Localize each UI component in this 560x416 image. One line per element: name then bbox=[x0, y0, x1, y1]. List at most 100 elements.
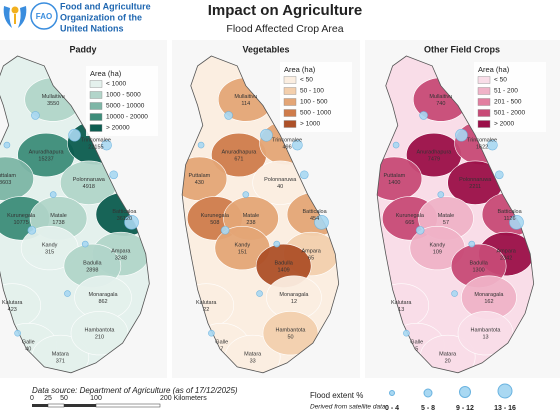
legend-swatch bbox=[89, 80, 103, 88]
flood-circle bbox=[68, 128, 81, 142]
flood-class: 9 - 12 bbox=[456, 405, 474, 412]
island-outline bbox=[376, 55, 535, 374]
district-value: 4918 bbox=[83, 184, 95, 190]
legend-label: < 1000 bbox=[106, 81, 126, 88]
flood-circle bbox=[468, 240, 476, 248]
district-name: Monaragala bbox=[279, 292, 309, 298]
legend-label: 5000 - 10000 bbox=[106, 103, 145, 110]
district-value: 8603 bbox=[0, 180, 11, 186]
district-value: 22155 bbox=[88, 145, 103, 151]
district-name: Mullaitivu bbox=[429, 94, 452, 100]
district-name: Batticaloa bbox=[112, 209, 137, 215]
legend-swatch bbox=[89, 102, 103, 110]
legend-label: < 50 bbox=[300, 77, 313, 84]
district-value: 454 bbox=[310, 216, 319, 222]
district-value: 2211 bbox=[469, 184, 481, 190]
map-title: Other Field Crops bbox=[424, 44, 500, 54]
legend-label: 500 - 1000 bbox=[300, 110, 331, 117]
legend-swatch bbox=[477, 109, 491, 117]
legend-label: 50 - 100 bbox=[300, 88, 324, 95]
district-value: 13 bbox=[398, 307, 404, 313]
flood-circle bbox=[392, 141, 400, 149]
org-name: United Nations bbox=[60, 23, 124, 33]
district-name: Badulla bbox=[469, 260, 488, 266]
legend-label: > 20000 bbox=[106, 125, 130, 132]
district-value: 1409 bbox=[278, 267, 290, 273]
legend-swatch bbox=[283, 120, 297, 128]
org-name: Food and Agriculture bbox=[60, 1, 151, 11]
district-name: Ampara bbox=[111, 248, 131, 254]
flood-symbol bbox=[497, 383, 513, 399]
district-value: 1126 bbox=[504, 216, 516, 222]
fao-logo: FAO bbox=[3, 2, 58, 30]
district-name: Kalutara bbox=[391, 300, 412, 306]
district-area bbox=[262, 311, 319, 356]
district-name: Monaragala bbox=[474, 292, 504, 298]
district-name: Polonnaruwa bbox=[73, 177, 106, 183]
district-value: 862 bbox=[98, 299, 107, 305]
flood-class: 13 - 16 bbox=[494, 405, 516, 412]
scale-label: 50 bbox=[60, 395, 68, 402]
district-name: Galle bbox=[215, 340, 228, 346]
district-value: 57 bbox=[443, 220, 449, 226]
legend-swatch bbox=[89, 113, 103, 121]
flood-symbol bbox=[459, 386, 471, 398]
flood-circle bbox=[437, 191, 445, 198]
district-area bbox=[457, 311, 514, 356]
district-value: 109 bbox=[433, 250, 442, 256]
district-name: Hambantota bbox=[471, 328, 502, 334]
district-value: 508 bbox=[210, 220, 219, 226]
district-value: 151 bbox=[238, 250, 247, 256]
scale-bar bbox=[32, 403, 161, 408]
district-value: 114 bbox=[241, 101, 250, 107]
scale-label: 0 bbox=[30, 395, 34, 402]
legend-label: 10000 - 20000 bbox=[106, 114, 148, 121]
district-area bbox=[70, 311, 129, 356]
district-name: Monaragala bbox=[89, 292, 119, 298]
flood-circle bbox=[415, 225, 425, 235]
legend-swatch bbox=[477, 87, 491, 95]
district-value: 1738 bbox=[52, 220, 64, 226]
legend-swatch bbox=[89, 124, 103, 132]
flood-circle bbox=[260, 128, 273, 142]
scale-label: 200 Kilometers bbox=[160, 395, 207, 402]
district-value: 40 bbox=[277, 184, 283, 190]
district-value: 13 bbox=[482, 335, 488, 341]
district-value: 7479 bbox=[428, 156, 440, 162]
district-value: 315 bbox=[45, 250, 54, 256]
flood-legend-note: Derived from satellite data bbox=[310, 404, 386, 411]
district-value: 2898 bbox=[86, 267, 98, 273]
district-name: Polonnaruwa bbox=[264, 177, 297, 183]
flood-circle bbox=[220, 225, 230, 235]
district-name: Hambantota bbox=[84, 328, 115, 334]
legend-swatch bbox=[477, 120, 491, 128]
district-name: Matale bbox=[438, 213, 455, 219]
district-name: Mullaitivu bbox=[42, 94, 65, 100]
district-name: Polonnaruwa bbox=[459, 177, 492, 183]
flood-circle bbox=[256, 290, 263, 297]
flood-circle bbox=[509, 215, 524, 230]
district-name: Kurunegala bbox=[396, 213, 425, 219]
districts bbox=[377, 77, 534, 373]
legend-swatch bbox=[477, 98, 491, 106]
district-value: 22 bbox=[203, 307, 209, 313]
district-name: Hambantota bbox=[276, 328, 307, 334]
scale-label: 100 bbox=[90, 395, 102, 402]
district-name: Trincomalee bbox=[272, 138, 302, 144]
district-name: Kalutara bbox=[2, 300, 23, 306]
flood-circle bbox=[14, 329, 21, 337]
flood-circle bbox=[494, 170, 504, 180]
district-name: Galle bbox=[22, 340, 35, 346]
legend-label: < 50 bbox=[494, 77, 507, 84]
district-value: 50 bbox=[287, 335, 293, 341]
district-value: 20 bbox=[445, 358, 451, 364]
map-title: Vegetables bbox=[242, 44, 289, 54]
district-name: Kandy bbox=[42, 243, 58, 249]
flood-circle bbox=[197, 141, 205, 149]
district-value: 5 bbox=[415, 347, 418, 353]
flood-circle bbox=[314, 215, 329, 230]
district-name: Matale bbox=[50, 213, 67, 219]
district-value: 7 bbox=[220, 347, 223, 353]
